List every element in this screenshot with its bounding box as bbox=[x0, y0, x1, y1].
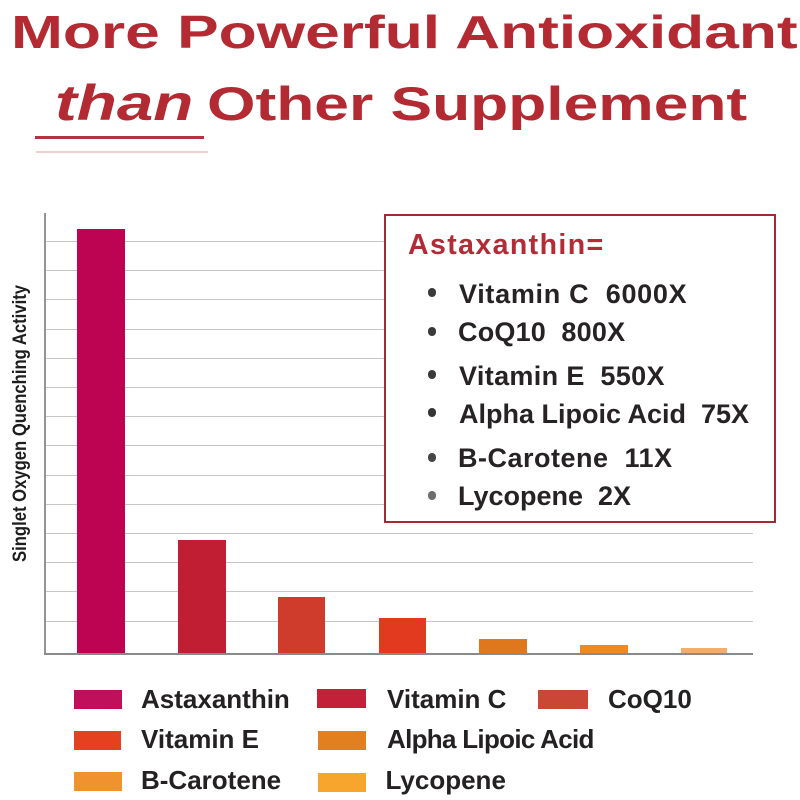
svg-text:Singlet Oxygen Quenching Activ: Singlet Oxygen Quenching Activity bbox=[10, 285, 31, 562]
